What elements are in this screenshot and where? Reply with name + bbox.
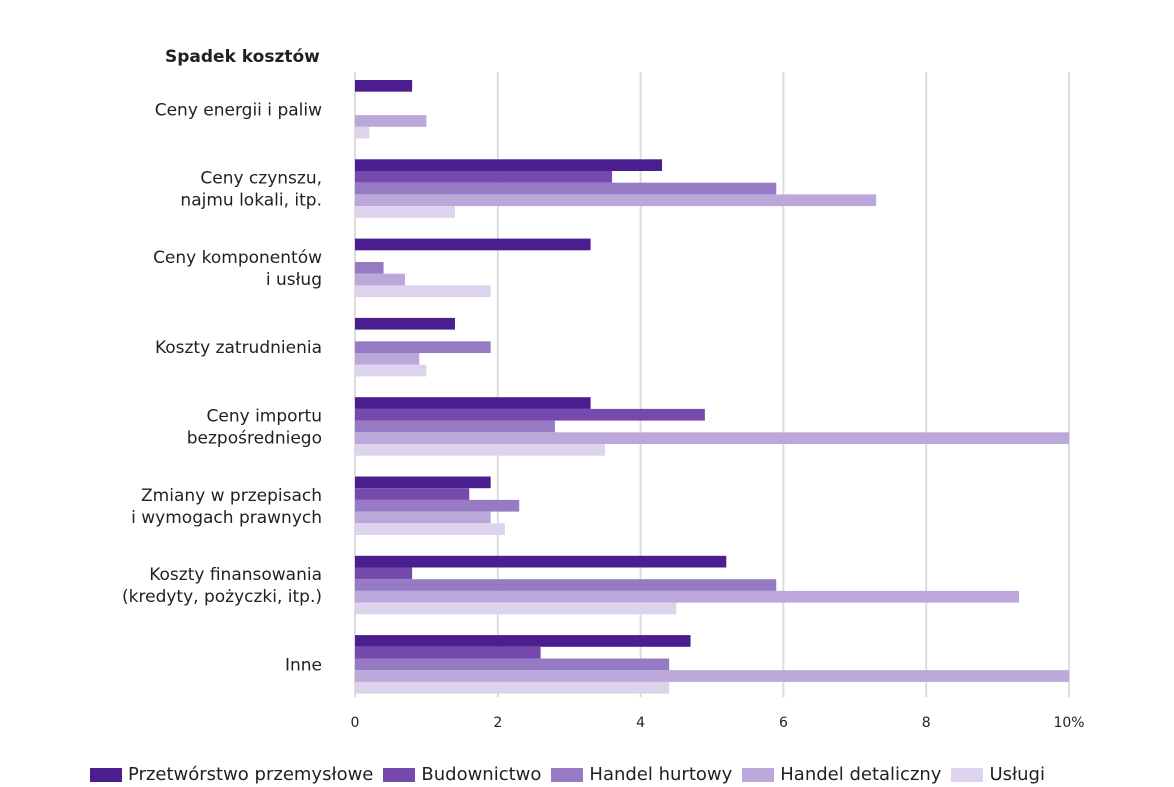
bar bbox=[355, 182, 777, 195]
legend-item: Handel hurtowy bbox=[551, 764, 732, 785]
bar bbox=[355, 488, 470, 500]
tick-label: 6 bbox=[779, 715, 788, 731]
legend-label: Budownictwo bbox=[421, 764, 542, 785]
bar bbox=[355, 420, 555, 433]
bar bbox=[355, 602, 677, 615]
bar bbox=[355, 115, 427, 127]
bar bbox=[355, 555, 727, 568]
legend-item: Przetwórstwo przemysłowe bbox=[90, 764, 373, 785]
category-label: Ceny energii i paliw bbox=[155, 100, 322, 120]
bar bbox=[355, 590, 1020, 603]
bar bbox=[355, 432, 1069, 444]
bar bbox=[355, 476, 491, 489]
bar bbox=[355, 273, 405, 286]
legend-item: Usługi bbox=[951, 764, 1045, 785]
legend-item: Handel detaliczny bbox=[742, 764, 941, 785]
bar bbox=[355, 194, 877, 207]
x-axis-ticks: 0 2 4 6 8 10% bbox=[351, 715, 1085, 731]
bar bbox=[355, 499, 520, 512]
legend-item: Budownictwo bbox=[383, 764, 541, 785]
bar bbox=[355, 511, 491, 524]
bar bbox=[355, 317, 455, 330]
tick-label: 4 bbox=[636, 715, 645, 731]
legend-swatch bbox=[90, 767, 122, 782]
legend-swatch bbox=[383, 767, 416, 782]
bars bbox=[355, 80, 1069, 694]
bar bbox=[355, 567, 413, 580]
legend-swatch bbox=[742, 767, 775, 782]
bar bbox=[355, 364, 427, 377]
bar bbox=[355, 285, 491, 298]
bar-chart: Spadek kosztów Ceny energii i paliwCeny … bbox=[122, 47, 1085, 731]
bar bbox=[355, 126, 370, 139]
bar bbox=[355, 681, 670, 694]
bar bbox=[355, 579, 777, 591]
bar bbox=[355, 80, 413, 92]
legend-label: Usługi bbox=[989, 764, 1045, 785]
legend-swatch bbox=[551, 767, 584, 782]
bar bbox=[355, 206, 455, 218]
category-label: Inne bbox=[285, 655, 322, 675]
category-label: Koszty finansowania (kredyty, pożyczki, i… bbox=[122, 565, 322, 607]
legend-label: Handel hurtowy bbox=[589, 764, 733, 785]
tick-label: 8 bbox=[922, 715, 931, 731]
legend-label: Handel detaliczny bbox=[780, 764, 942, 785]
tick-label: 2 bbox=[493, 715, 502, 731]
bar bbox=[355, 262, 384, 274]
bar bbox=[355, 444, 605, 456]
bar bbox=[355, 159, 663, 171]
category-labels: Ceny energii i paliw Ceny czynszu, najmu l… bbox=[122, 100, 322, 675]
bar bbox=[355, 635, 691, 647]
bar bbox=[355, 353, 420, 365]
bar bbox=[355, 523, 505, 535]
legend: Przetwórstwo przemysłowe Budownictwo Hande… bbox=[90, 764, 1055, 785]
legend-swatch bbox=[951, 767, 984, 782]
tick-label: 10% bbox=[1053, 715, 1084, 731]
category-label: Zmiany w przepisach i wymogach prawnych bbox=[131, 486, 322, 528]
category-label: Koszty zatrudnienia bbox=[155, 338, 322, 358]
chart-title: Spadek kosztów bbox=[165, 47, 320, 67]
bar bbox=[355, 397, 591, 409]
legend-label: Przetwórstwo przemysłowe bbox=[128, 764, 374, 785]
bar bbox=[355, 646, 541, 659]
tick-label: 0 bbox=[351, 715, 360, 731]
category-label: Ceny importu bezpośredniego bbox=[187, 406, 322, 448]
bar bbox=[355, 171, 613, 183]
category-label: Ceny czynszu, najmu lokali, itp. bbox=[180, 169, 322, 211]
bar bbox=[355, 341, 491, 353]
bar bbox=[355, 658, 670, 671]
bar bbox=[355, 408, 705, 421]
bar bbox=[355, 238, 591, 251]
bar bbox=[355, 670, 1069, 682]
category-label: Ceny komponentów i usług bbox=[153, 248, 322, 290]
